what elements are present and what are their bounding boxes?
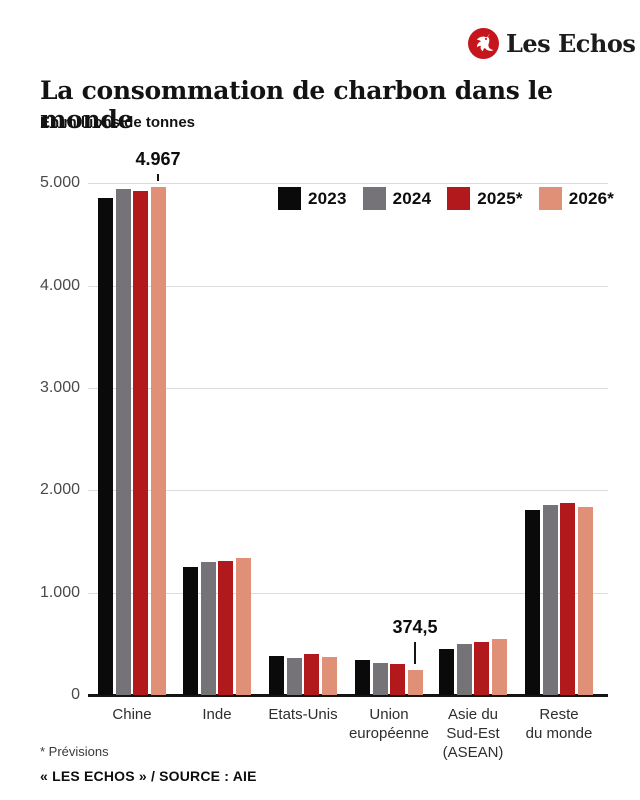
chart-title: La consommation de charbon dans le monde bbox=[40, 76, 553, 134]
y-axis-tick-label: 2.000 bbox=[39, 481, 80, 498]
bar-inde-2024 bbox=[200, 562, 216, 695]
bar-etats-unis-2024 bbox=[286, 658, 302, 695]
annotation-tick bbox=[414, 642, 416, 664]
gridline bbox=[88, 183, 608, 184]
y-axis-tick-label: 4.000 bbox=[39, 277, 80, 294]
bar-chine-2025 bbox=[133, 191, 148, 695]
les-echos-rooster-icon bbox=[468, 28, 499, 59]
gridline bbox=[88, 490, 608, 491]
chart-unit-subtitle: En millions de tonnes bbox=[40, 114, 196, 131]
bar-asie-du-2026 bbox=[491, 639, 507, 695]
bar-chine-2023 bbox=[98, 198, 113, 695]
annotation-value-label: 4.967 bbox=[135, 149, 181, 169]
les-echos-logo: Les Echos bbox=[468, 28, 636, 59]
source-credit: « LES ECHOS » / SOURCE : AIE bbox=[40, 768, 257, 784]
legend-label: 2026* bbox=[568, 188, 615, 208]
bar-inde-2026 bbox=[235, 558, 251, 695]
x-axis-category-label: Union européenne bbox=[348, 706, 430, 742]
legend-label: 2024 bbox=[392, 188, 432, 208]
legend-label: 2025* bbox=[477, 188, 523, 208]
legend-swatch bbox=[362, 187, 386, 210]
forecast-footnote: * Prévisions bbox=[40, 744, 109, 759]
x-axis-category-label: Inde bbox=[202, 706, 232, 723]
x-axis-category-label: Asie du Sud-Est (ASEAN) bbox=[442, 706, 504, 761]
y-axis-tick-label: 3.000 bbox=[39, 379, 80, 396]
x-axis-line bbox=[88, 694, 608, 697]
annotation-value-label: 374,5 bbox=[392, 617, 438, 637]
bar-union-2024 bbox=[372, 663, 388, 695]
y-axis-tick-label: 1.000 bbox=[39, 584, 80, 601]
bar-asie-du-2024 bbox=[456, 644, 472, 695]
y-axis-tick-label: 0 bbox=[71, 686, 80, 703]
x-axis-category-label: Reste du monde bbox=[525, 706, 593, 742]
bar-etats-unis-2025 bbox=[304, 654, 319, 695]
bar-reste-2024 bbox=[542, 505, 558, 695]
x-axis-category-label: Chine bbox=[112, 706, 152, 723]
bar-union-2023 bbox=[355, 660, 370, 695]
chart-legend: 2023 2024 2025* 2026* bbox=[278, 187, 614, 210]
bar-asie-du-2023 bbox=[439, 649, 454, 695]
legend-swatch bbox=[447, 187, 471, 210]
y-axis-tick-label: 5.000 bbox=[39, 174, 80, 191]
bar-reste-2026 bbox=[577, 507, 593, 695]
legend-label: 2023 bbox=[308, 188, 347, 208]
gridline bbox=[88, 593, 608, 594]
legend-item-2026: 2026* bbox=[538, 187, 615, 210]
bar-asie-du-2025 bbox=[474, 642, 489, 695]
bar-reste-2023 bbox=[525, 510, 540, 695]
legend-item-2025: 2025* bbox=[447, 187, 522, 210]
x-axis-category-label: Etats-Unis bbox=[268, 706, 338, 723]
gridline bbox=[88, 388, 608, 389]
bar-inde-2025 bbox=[218, 561, 233, 695]
legend-item-2024: 2024 bbox=[362, 187, 432, 210]
gridline bbox=[88, 286, 608, 287]
legend-item-2023: 2023 bbox=[278, 187, 347, 210]
bar-etats-unis-2026 bbox=[321, 657, 337, 695]
bar-union-2025 bbox=[390, 664, 405, 695]
legend-swatch bbox=[278, 187, 301, 210]
bar-inde-2023 bbox=[183, 567, 198, 695]
les-echos-wordmark: Les Echos bbox=[506, 29, 636, 58]
bar-union-2026 bbox=[407, 670, 423, 695]
bar-etats-unis-2023 bbox=[269, 656, 284, 695]
legend-swatch bbox=[538, 187, 562, 210]
annotation-tick bbox=[157, 174, 159, 181]
bar-chine-2026 bbox=[150, 187, 166, 695]
bar-chine-2024 bbox=[115, 189, 131, 695]
bar-reste-2025 bbox=[560, 503, 575, 695]
